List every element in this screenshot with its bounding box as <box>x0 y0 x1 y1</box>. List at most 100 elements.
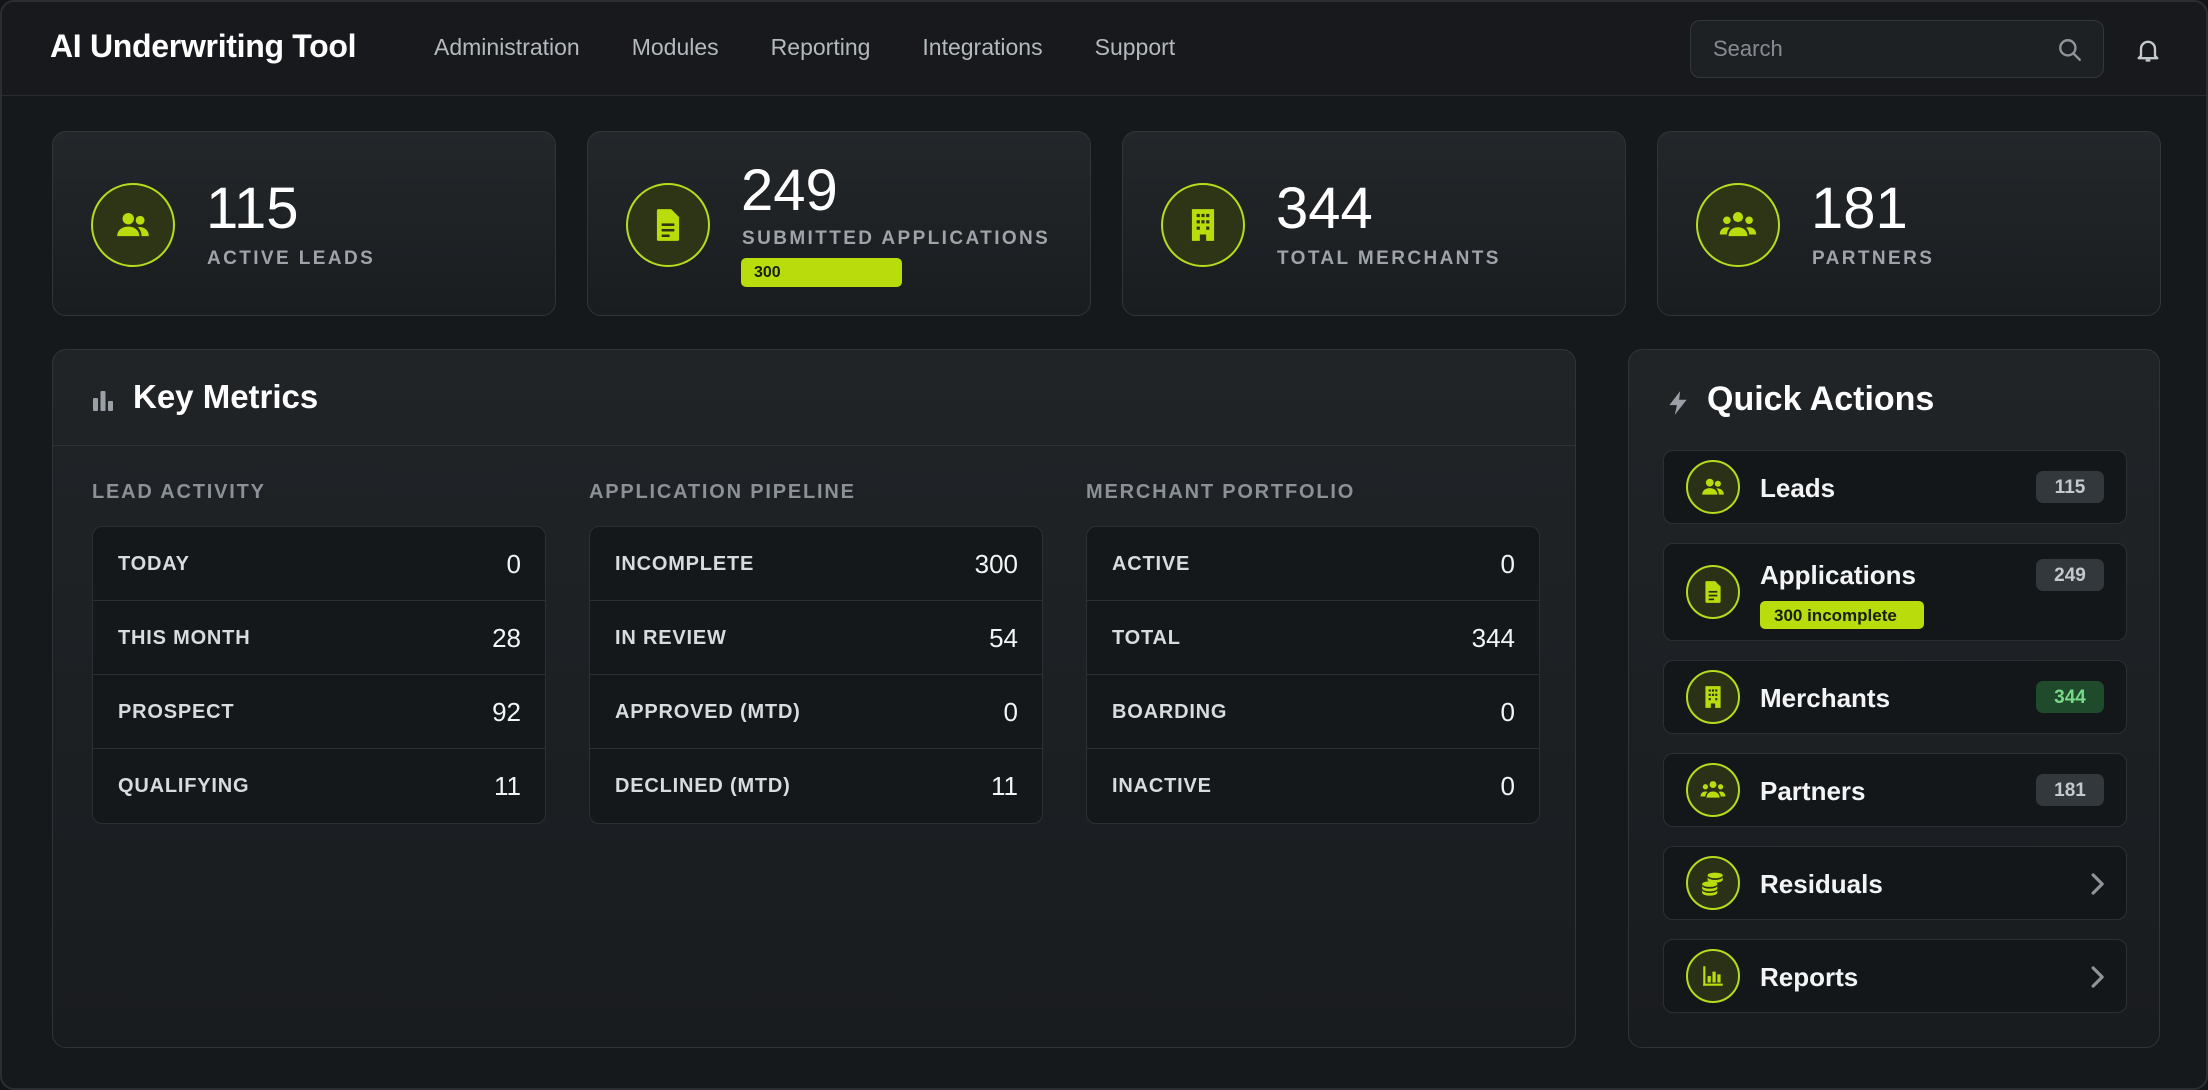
building-icon <box>1161 183 1245 267</box>
bar-chart-icon <box>1686 949 1740 1003</box>
quick-action-label: Reports <box>1760 962 1859 992</box>
building-icon <box>1686 670 1740 724</box>
quick-action-residuals[interactable]: Residuals <box>1663 846 2127 920</box>
nav-modules[interactable]: Modules <box>631 34 719 60</box>
stat-value: 249 <box>741 158 838 223</box>
search-box <box>1690 20 2104 78</box>
metric-value: 300 <box>974 549 1018 579</box>
quick-action-label: Merchants <box>1760 683 1891 713</box>
metric-label: TODAY <box>118 553 190 575</box>
metric-column-title: APPLICATION PIPELINE <box>589 481 856 503</box>
quick-action-applications[interactable]: Applications 300 incomplete 249 <box>1663 543 2127 641</box>
metric-column-title: MERCHANT PORTFOLIO <box>1086 481 1356 503</box>
coins-icon <box>1686 856 1740 910</box>
top-header: AI Underwriting Tool Administration Modu… <box>2 2 2206 96</box>
stat-value: 344 <box>1276 176 1373 241</box>
metric-value: 28 <box>492 623 521 653</box>
metric-row: PROSPECT 92 <box>93 675 545 749</box>
nav-administration[interactable]: Administration <box>434 34 580 60</box>
merchant-portfolio-column: MERCHANT PORTFOLIO ACTIVE 0 TOTAL 344 BOAR… <box>1086 481 1540 824</box>
stat-label: ACTIVE LEADS <box>207 248 376 269</box>
metric-value: 0 <box>1500 549 1515 579</box>
metric-row: TODAY 0 <box>93 527 545 601</box>
nav-support[interactable]: Support <box>1094 34 1176 60</box>
stat-label: TOTAL MERCHANTS <box>1277 248 1501 269</box>
metric-value: 0 <box>1500 697 1515 727</box>
count-badge: 115 <box>2036 471 2104 503</box>
metric-label: IN REVIEW <box>615 627 727 649</box>
metric-column-title: LEAD ACTIVITY <box>92 481 266 503</box>
stat-label: SUBMITTED APPLICATIONS <box>742 228 1051 249</box>
incomplete-pill: 300 incomplete <box>1760 601 1924 629</box>
quick-actions-panel: Quick Actions Leads 115 Applications 300… <box>1628 349 2160 1048</box>
nav-reporting[interactable]: Reporting <box>770 34 871 60</box>
stat-value: 181 <box>1811 176 1908 241</box>
metric-value: 0 <box>1003 697 1018 727</box>
key-metrics-title: Key Metrics <box>133 378 319 415</box>
quick-action-merchants[interactable]: Merchants 344 <box>1663 660 2127 734</box>
metric-value: 11 <box>494 771 521 801</box>
application-pipeline-column: APPLICATION PIPELINE INCOMPLETE 300 IN RE… <box>589 481 1043 824</box>
metric-row: TOTAL 344 <box>1087 601 1539 675</box>
stat-label: PARTNERS <box>1812 248 1935 269</box>
search-icon[interactable] <box>2057 37 2083 63</box>
metric-label: PROSPECT <box>118 701 235 723</box>
metric-value: 0 <box>506 549 521 579</box>
app-title: AI Underwriting Tool <box>50 28 357 64</box>
search-input[interactable] <box>1713 21 2043 77</box>
users-icon <box>1686 460 1740 514</box>
metric-table: INCOMPLETE 300 IN REVIEW 54 APPROVED (MTD)… <box>589 526 1043 824</box>
metric-value: 54 <box>989 623 1018 653</box>
document-icon <box>1686 565 1740 619</box>
incomplete-count-pill: 300 <box>741 258 902 287</box>
quick-action-label: Partners <box>1760 776 1866 806</box>
lead-activity-column: LEAD ACTIVITY TODAY 0 THIS MONTH 28 PROSPE… <box>92 481 546 824</box>
stat-value: 115 <box>206 176 299 241</box>
quick-action-reports[interactable]: Reports <box>1663 939 2127 1013</box>
metric-table: TODAY 0 THIS MONTH 28 PROSPECT 92 QUALIFYIN… <box>92 526 546 824</box>
metric-value: 92 <box>492 697 521 727</box>
key-metrics-panel: Key Metrics LEAD ACTIVITY TODAY 0 THIS MO… <box>52 349 1576 1048</box>
stat-card-submitted-applications[interactable]: 249 SUBMITTED APPLICATIONS 300 <box>587 131 1091 316</box>
stat-card-total-merchants[interactable]: 344 TOTAL MERCHANTS <box>1122 131 1626 316</box>
quick-action-leads[interactable]: Leads 115 <box>1663 450 2127 524</box>
metric-value: 11 <box>991 771 1018 801</box>
quick-action-label: Applications <box>1760 560 1917 590</box>
metric-label: BOARDING <box>1112 701 1228 723</box>
metric-row: THIS MONTH 28 <box>93 601 545 675</box>
quick-action-label: Leads <box>1760 473 1836 503</box>
count-badge: 344 <box>2036 681 2104 713</box>
stat-card-active-leads[interactable]: 115 ACTIVE LEADS <box>52 131 556 316</box>
metric-table: ACTIVE 0 TOTAL 344 BOARDING 0 INACTIVE 0 <box>1086 526 1540 824</box>
metric-label: THIS MONTH <box>118 627 251 649</box>
metric-label: APPROVED (MTD) <box>615 701 801 723</box>
metric-row: QUALIFYING 11 <box>93 749 545 823</box>
metric-row: INACTIVE 0 <box>1087 749 1539 823</box>
metric-label: INACTIVE <box>1112 775 1212 797</box>
metric-row: IN REVIEW 54 <box>590 601 1042 675</box>
quick-action-partners[interactable]: Partners 181 <box>1663 753 2127 827</box>
metric-row: INCOMPLETE 300 <box>590 527 1042 601</box>
metric-row: DECLINED (MTD) 11 <box>590 749 1042 823</box>
key-metrics-header: Key Metrics <box>53 350 1575 446</box>
metric-row: APPROVED (MTD) 0 <box>590 675 1042 749</box>
group-icon <box>1696 183 1780 267</box>
quick-actions-title: Quick Actions <box>1707 380 1935 418</box>
bell-icon[interactable] <box>2134 36 2162 64</box>
document-icon <box>626 183 710 267</box>
chevron-right-icon <box>2091 966 2104 988</box>
count-badge: 181 <box>2036 774 2104 806</box>
metric-value: 344 <box>1471 623 1515 653</box>
stat-card-partners[interactable]: 181 PARTNERS <box>1657 131 2161 316</box>
chevron-right-icon <box>2091 873 2104 895</box>
metric-label: TOTAL <box>1112 627 1181 649</box>
quick-action-label: Residuals <box>1760 869 1883 899</box>
group-icon <box>1686 763 1740 817</box>
nav-integrations[interactable]: Integrations <box>922 34 1043 60</box>
users-icon <box>91 183 175 267</box>
count-badge: 249 <box>2036 559 2104 591</box>
metric-label: QUALIFYING <box>118 775 250 797</box>
metric-label: INCOMPLETE <box>615 553 755 575</box>
metric-label: ACTIVE <box>1112 553 1191 575</box>
